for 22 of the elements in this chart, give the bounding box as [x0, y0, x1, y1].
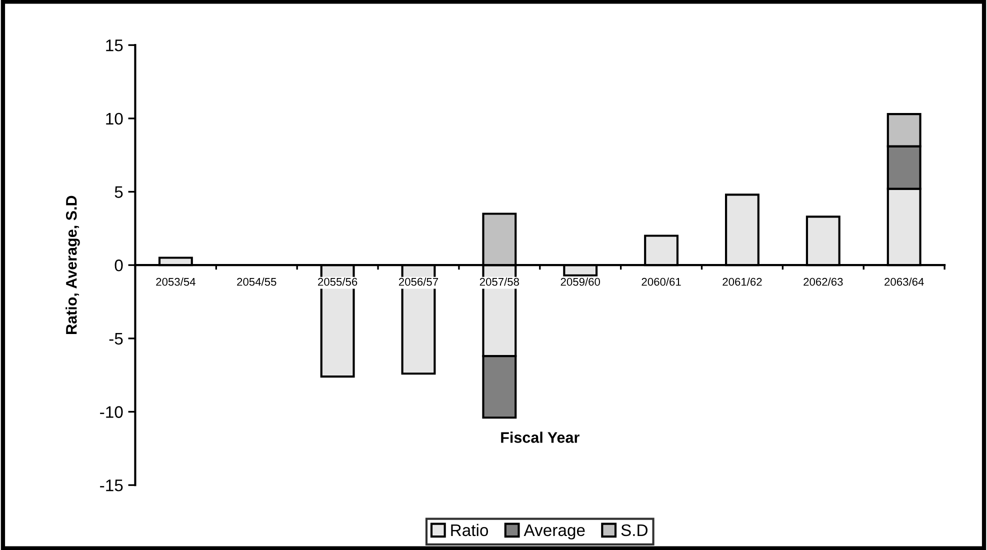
x-tick-label: 2055/56	[318, 278, 358, 286]
legend-label: Average	[524, 524, 585, 540]
y-tick-label: -15	[100, 480, 123, 492]
y-tick-label: 15	[106, 40, 123, 52]
y-tick-label: -10	[100, 406, 123, 418]
x-tick-label: 2062/63	[804, 278, 843, 286]
x-axis-title: Fiscal Year	[501, 432, 580, 443]
legend-label: Ratio	[451, 524, 488, 536]
y-tick-label: 5	[114, 186, 123, 198]
x-tick-label: 2063/64	[884, 278, 924, 286]
y-tick-label: 0	[114, 260, 123, 272]
y-axis-title: Ratio, Average, S.D	[66, 196, 80, 334]
x-tick-label: 2061/62	[722, 278, 762, 286]
legend-label: S.D	[621, 524, 648, 536]
x-tick-label: 2054/55	[237, 278, 276, 286]
x-tick-label: 2053/54	[156, 278, 196, 286]
y-tick-label: 10	[106, 112, 123, 125]
x-tick-label: 2056/57	[398, 278, 438, 286]
x-tick-label: 2060/61	[642, 278, 681, 286]
y-tick-label: -5	[109, 333, 123, 345]
x-tick-label: 2059/60	[560, 278, 600, 286]
x-tick-label: 2057/58	[480, 278, 520, 286]
